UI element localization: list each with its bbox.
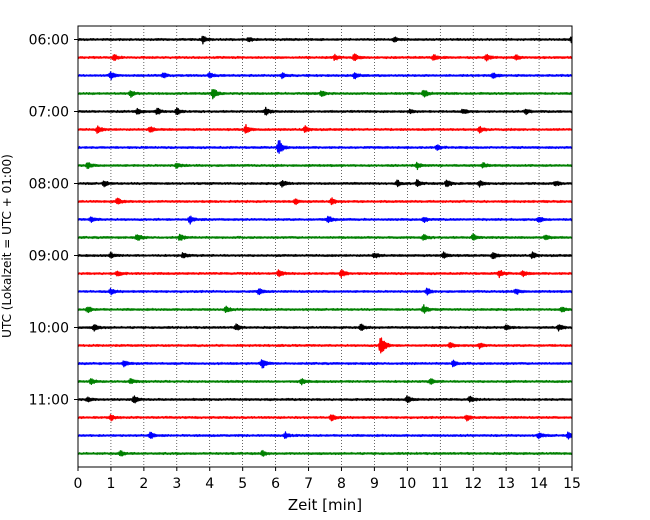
x-tick-label-14: 14 (530, 476, 548, 492)
trace-3 (77, 88, 573, 100)
trace-22 (77, 431, 573, 440)
trace-15 (77, 304, 573, 314)
trace-16 (77, 323, 573, 332)
y-tick-label-1: 07:00 (29, 105, 69, 121)
trace-14 (77, 287, 573, 296)
trace-7 (77, 161, 573, 171)
trace-23 (77, 449, 573, 457)
x-axis-label: Zeit [min] (288, 496, 362, 514)
trace-17 (77, 337, 573, 354)
x-tick-label-12: 12 (464, 476, 482, 492)
x-tick-label-11: 11 (431, 476, 449, 492)
y-axis-ticks: 06:00 07:00 08:00 09:00 10:00 11:00 (29, 33, 78, 409)
x-tick-label-15: 15 (563, 476, 581, 492)
trace-20 (77, 395, 573, 404)
x-tick-label-3: 3 (172, 476, 181, 492)
x-tick-label-10: 10 (398, 476, 416, 492)
x-tick-label-5: 5 (238, 476, 247, 492)
x-tick-label-9: 9 (370, 476, 379, 492)
trace-19 (77, 378, 573, 386)
y-axis-label: UTC (Lokalzeit = UTC + 01:00) (0, 154, 14, 338)
trace-5 (77, 123, 573, 134)
trace-13 (77, 269, 573, 279)
y-tick-label-5: 11:00 (29, 393, 69, 409)
x-tick-label-4: 4 (205, 476, 214, 492)
x-tick-label-8: 8 (337, 476, 346, 492)
x-tick-label-0: 0 (74, 476, 83, 492)
trace-10 (77, 215, 573, 225)
trace-1 (77, 53, 573, 62)
y-tick-label-4: 10:00 (29, 321, 69, 337)
trace-12 (77, 251, 573, 260)
trace-2 (77, 71, 573, 81)
trace-6 (77, 139, 573, 154)
y-tick-label-2: 08:00 (29, 177, 69, 193)
trace-18 (77, 359, 573, 369)
x-tick-label-1: 1 (106, 476, 115, 492)
trace-4 (77, 106, 573, 116)
plot-frame (77, 25, 573, 468)
trace-9 (77, 197, 573, 206)
trace-21 (77, 414, 573, 422)
y-tick-label-3: 09:00 (29, 249, 69, 265)
x-tick-label-13: 13 (497, 476, 515, 492)
x-axis-ticks: 0 1 2 3 4 5 6 7 8 9 10 11 12 13 14 15 (74, 467, 581, 492)
trace-group (77, 35, 573, 457)
trace-8 (77, 179, 573, 188)
y-tick-label-0: 06:00 (29, 33, 69, 49)
x-tick-label-7: 7 (304, 476, 313, 492)
trace-0 (77, 35, 573, 45)
x-tick-label-2: 2 (139, 476, 148, 492)
x-tick-label-6: 6 (271, 476, 280, 492)
trace-11 (77, 232, 573, 241)
